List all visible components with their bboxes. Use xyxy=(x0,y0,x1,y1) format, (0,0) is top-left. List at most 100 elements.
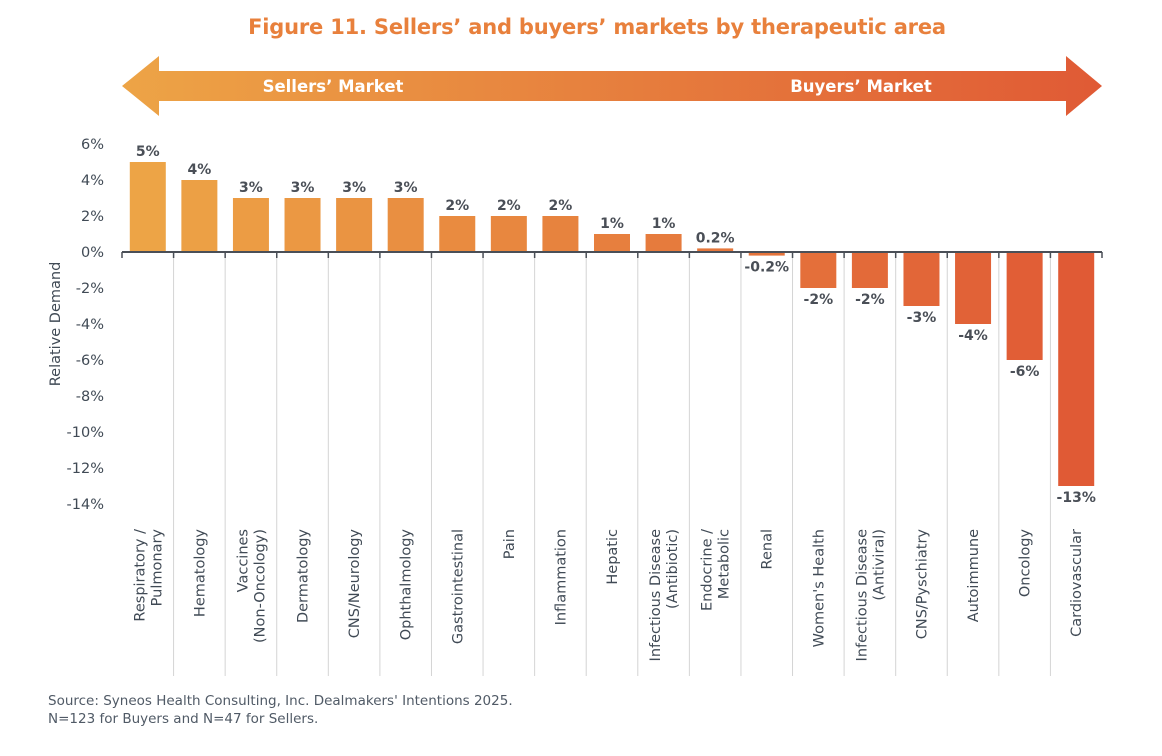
data-label: 0.2% xyxy=(696,230,735,246)
bar xyxy=(748,252,785,256)
category-label-line: Oncology xyxy=(1018,529,1034,598)
bar xyxy=(1058,252,1095,486)
bar xyxy=(232,198,269,252)
category-label: Dermatology xyxy=(296,529,312,623)
category-label-line: Hematology xyxy=(192,529,208,617)
x-axis-category-labels: Respiratory / Pulmonary Hematology Vaccines… xyxy=(132,529,1085,662)
data-label: 3% xyxy=(394,180,418,196)
category-label-line: (Non-Oncology) xyxy=(252,529,268,643)
category-label-line: Women's Health xyxy=(811,529,827,647)
bar xyxy=(181,180,218,252)
y-axis: 6% 4% 2% 0% -2% -4% -6% -8% -10% -12% -14% xyxy=(67,137,104,513)
category-label: CNS/Pyschiatry xyxy=(914,529,930,640)
bar xyxy=(1006,252,1043,360)
data-label: -0.2% xyxy=(744,260,789,276)
category-label-line: CNS/Pyschiatry xyxy=(914,529,930,640)
category-label-line: Vaccines xyxy=(235,529,251,592)
category-label: Gastrointestinal xyxy=(450,529,466,644)
category-label: Cardiovascular xyxy=(1069,529,1085,637)
data-label: -4% xyxy=(958,328,988,344)
bar xyxy=(129,162,166,252)
y-tick-label: -10% xyxy=(67,425,104,441)
bar xyxy=(490,216,527,252)
category-label: Hepatic xyxy=(605,529,621,585)
data-label: 2% xyxy=(497,198,521,214)
data-labels: 5% 4% 3% 3% 3% 3% 2% 2% 2% 1% 1% 0.2% -0.2% -2% -2% -3%… xyxy=(136,144,1096,506)
data-label: 4% xyxy=(187,162,211,178)
source-line-2: N=123 for Buyers and N=47 for Sellers. xyxy=(48,711,319,727)
y-tick-label: -4% xyxy=(76,317,104,333)
bar xyxy=(697,248,734,252)
category-label: Pain xyxy=(502,529,518,559)
category-separators xyxy=(173,252,1051,676)
category-label-line: Hepatic xyxy=(605,529,621,585)
y-tick-label: -8% xyxy=(76,389,104,405)
category-label-line: Renal xyxy=(760,529,776,569)
category-label: CNS/Neurology xyxy=(347,529,363,639)
category-label: Renal xyxy=(760,529,776,569)
y-tick-label: -14% xyxy=(67,497,104,513)
y-tick-label: -12% xyxy=(67,461,104,477)
category-label-line: CNS/Neurology xyxy=(347,529,363,639)
data-label: 3% xyxy=(342,180,366,196)
data-label: -13% xyxy=(1057,490,1096,506)
data-label: 3% xyxy=(239,180,263,196)
market-direction-arrow: Sellers’ Market Buyers’ Market xyxy=(122,56,1102,116)
category-label-line: Metabolic xyxy=(717,529,733,599)
category-label-line: Endocrine / xyxy=(700,529,716,611)
bar xyxy=(284,198,321,252)
source-line-1: Source: Syneos Health Consulting, Inc. D… xyxy=(48,693,513,709)
category-label-line: Pain xyxy=(502,529,518,559)
bar xyxy=(594,234,630,252)
y-axis-title: Relative Demand xyxy=(48,262,64,387)
bar xyxy=(903,252,940,306)
category-label: Endocrine / Metabolic xyxy=(700,529,733,611)
buyers-market-label: Buyers’ Market xyxy=(790,77,932,96)
category-label: Infectious Disease (Antiviral) xyxy=(854,529,887,662)
bar xyxy=(645,234,682,252)
data-label: -2% xyxy=(804,292,834,308)
category-label: Vaccines (Non-Oncology) xyxy=(235,529,268,643)
y-tick-label: 2% xyxy=(81,209,104,225)
bars xyxy=(129,162,1095,486)
zero-axis xyxy=(121,251,1103,258)
y-tick-label: 6% xyxy=(81,137,104,153)
data-label: -6% xyxy=(1010,364,1040,380)
bar xyxy=(336,198,373,252)
sellers-market-label: Sellers’ Market xyxy=(263,77,404,96)
data-label: -3% xyxy=(907,310,937,326)
category-label-line: Infectious Disease xyxy=(648,529,664,662)
bar xyxy=(542,216,579,252)
category-label-line: Autoimmune xyxy=(966,529,982,622)
data-label: 2% xyxy=(549,198,573,214)
category-label-line: Gastrointestinal xyxy=(450,529,466,644)
category-label-line: Cardiovascular xyxy=(1069,529,1085,637)
bar xyxy=(800,252,837,288)
y-tick-label: 0% xyxy=(81,245,104,261)
data-label: 1% xyxy=(600,216,624,232)
category-label: Hematology xyxy=(192,529,208,617)
category-label-line: Inflammation xyxy=(553,529,569,625)
data-label: 2% xyxy=(445,198,469,214)
y-tick-label: -2% xyxy=(76,281,104,297)
bar xyxy=(387,198,424,252)
bar xyxy=(439,216,476,252)
data-label: -2% xyxy=(855,292,885,308)
data-label: 5% xyxy=(136,144,160,160)
bar xyxy=(955,252,992,324)
data-label: 1% xyxy=(652,216,676,232)
category-label-line: Dermatology xyxy=(296,529,312,623)
chart-title: Figure 11. Sellers’ and buyers’ markets … xyxy=(248,15,946,39)
category-label: Infectious Disease (Antibiotic) xyxy=(648,529,681,662)
category-label-line: Pulmonary xyxy=(149,529,165,607)
category-label-line: Infectious Disease xyxy=(854,529,870,662)
bar xyxy=(851,252,888,288)
category-label: Ophthalmology xyxy=(399,529,415,641)
category-label-line: (Antiviral) xyxy=(871,529,887,601)
category-label: Women's Health xyxy=(811,529,827,647)
category-label: Oncology xyxy=(1018,529,1034,598)
category-label: Respiratory / Pulmonary xyxy=(132,529,165,622)
category-label: Inflammation xyxy=(553,529,569,625)
category-label-line: (Antibiotic) xyxy=(665,529,681,609)
